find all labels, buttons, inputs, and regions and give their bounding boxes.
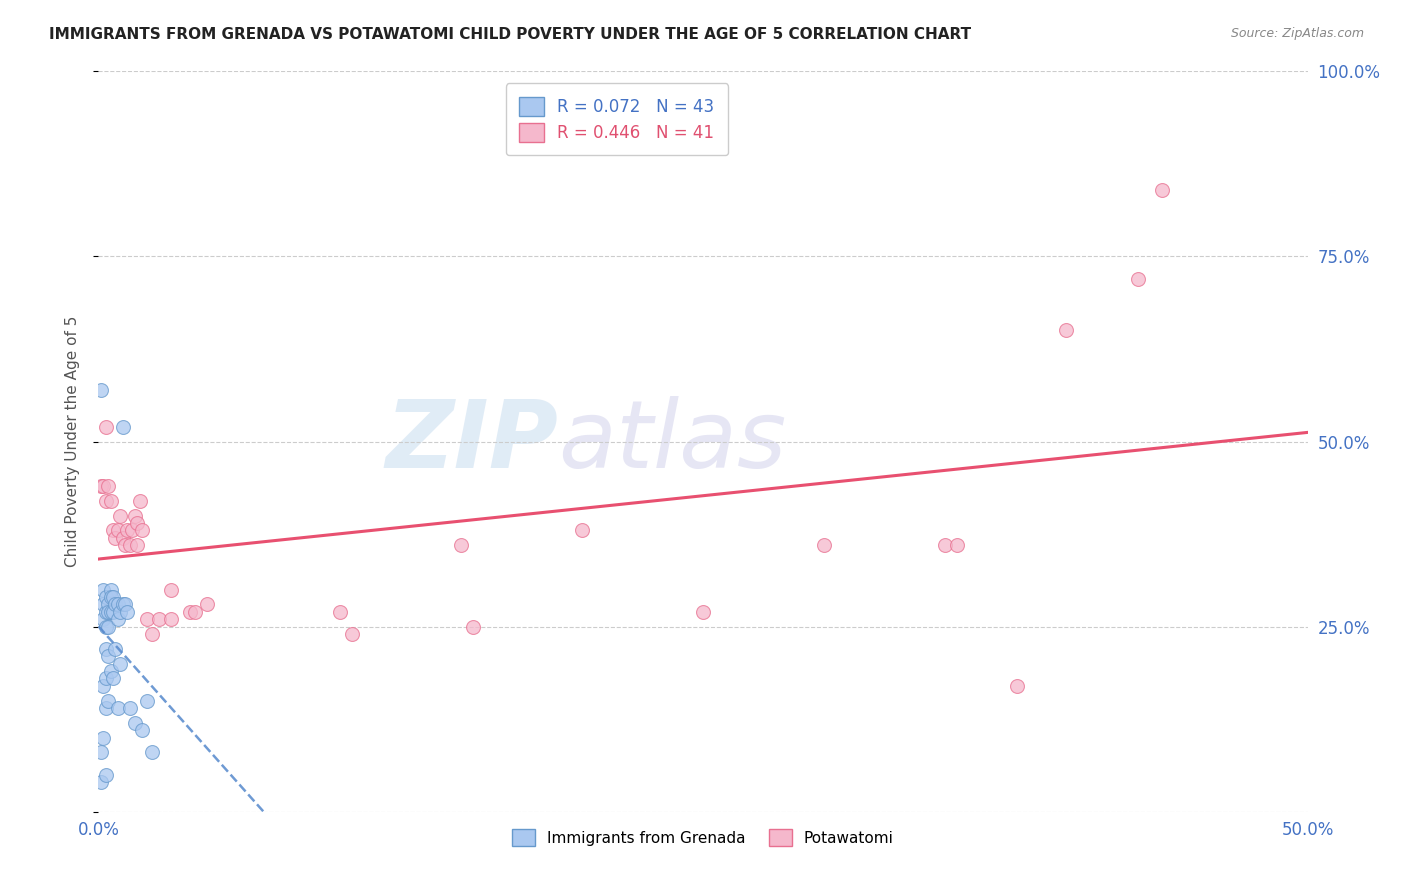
Point	[101, 524, 124, 538]
Point	[91, 612, 114, 626]
Point	[131, 723, 153, 738]
Point	[90, 746, 112, 760]
Point	[117, 524, 139, 538]
Point	[90, 479, 112, 493]
Point	[90, 383, 112, 397]
Point	[111, 531, 134, 545]
Point	[184, 605, 207, 619]
Point	[97, 479, 120, 493]
Point	[107, 524, 129, 538]
Point	[97, 605, 120, 619]
Point	[124, 715, 146, 730]
Point	[946, 538, 969, 552]
Point	[91, 598, 114, 612]
Point	[94, 419, 117, 434]
Text: Source: ZipAtlas.com: Source: ZipAtlas.com	[1230, 27, 1364, 40]
Point	[94, 701, 117, 715]
Point	[91, 582, 114, 597]
Point	[127, 516, 149, 530]
Point	[107, 701, 129, 715]
Point	[97, 649, 120, 664]
Point	[100, 582, 122, 597]
Point	[160, 612, 183, 626]
Point	[91, 731, 114, 745]
Point	[160, 582, 183, 597]
Point	[121, 524, 143, 538]
Point	[463, 619, 485, 633]
Point	[90, 775, 112, 789]
Point	[1007, 679, 1029, 693]
Point	[91, 479, 114, 493]
Point	[114, 598, 136, 612]
Point	[179, 605, 201, 619]
Point	[1152, 183, 1174, 197]
Point	[934, 538, 956, 552]
Point	[94, 641, 117, 656]
Point	[692, 605, 714, 619]
Point	[94, 672, 117, 686]
Point	[135, 694, 157, 708]
Point	[114, 538, 136, 552]
Text: IMMIGRANTS FROM GRENADA VS POTAWATOMI CHILD POVERTY UNDER THE AGE OF 5 CORRELATI: IMMIGRANTS FROM GRENADA VS POTAWATOMI CH…	[49, 27, 972, 42]
Point	[100, 493, 122, 508]
Point	[104, 531, 127, 545]
Y-axis label: Child Poverty Under the Age of 5: Child Poverty Under the Age of 5	[65, 316, 80, 567]
Point	[101, 605, 124, 619]
Point	[1054, 324, 1077, 338]
Point	[94, 619, 117, 633]
Point	[195, 598, 218, 612]
Legend: Immigrants from Grenada, Potawatomi: Immigrants from Grenada, Potawatomi	[506, 823, 900, 852]
Point	[450, 538, 472, 552]
Point	[813, 538, 835, 552]
Point	[100, 590, 122, 604]
Point	[107, 598, 129, 612]
Point	[118, 538, 141, 552]
Point	[94, 767, 117, 781]
Point	[141, 746, 163, 760]
Point	[329, 605, 352, 619]
Point	[100, 664, 122, 678]
Point	[91, 679, 114, 693]
Point	[128, 493, 150, 508]
Point	[108, 605, 131, 619]
Point	[97, 619, 120, 633]
Point	[571, 524, 593, 538]
Point	[124, 508, 146, 523]
Point	[108, 657, 131, 671]
Point	[101, 590, 124, 604]
Point	[107, 612, 129, 626]
Point	[97, 598, 120, 612]
Point	[111, 598, 134, 612]
Point	[104, 598, 127, 612]
Point	[342, 627, 364, 641]
Point	[97, 694, 120, 708]
Point	[1128, 271, 1150, 285]
Point	[117, 605, 139, 619]
Point	[141, 627, 163, 641]
Point	[108, 508, 131, 523]
Text: ZIP: ZIP	[385, 395, 558, 488]
Point	[148, 612, 170, 626]
Point	[118, 701, 141, 715]
Point	[94, 493, 117, 508]
Point	[131, 524, 153, 538]
Point	[94, 590, 117, 604]
Point	[104, 641, 127, 656]
Point	[111, 419, 134, 434]
Point	[127, 538, 149, 552]
Point	[135, 612, 157, 626]
Point	[94, 605, 117, 619]
Text: atlas: atlas	[558, 396, 786, 487]
Point	[100, 605, 122, 619]
Point	[101, 672, 124, 686]
